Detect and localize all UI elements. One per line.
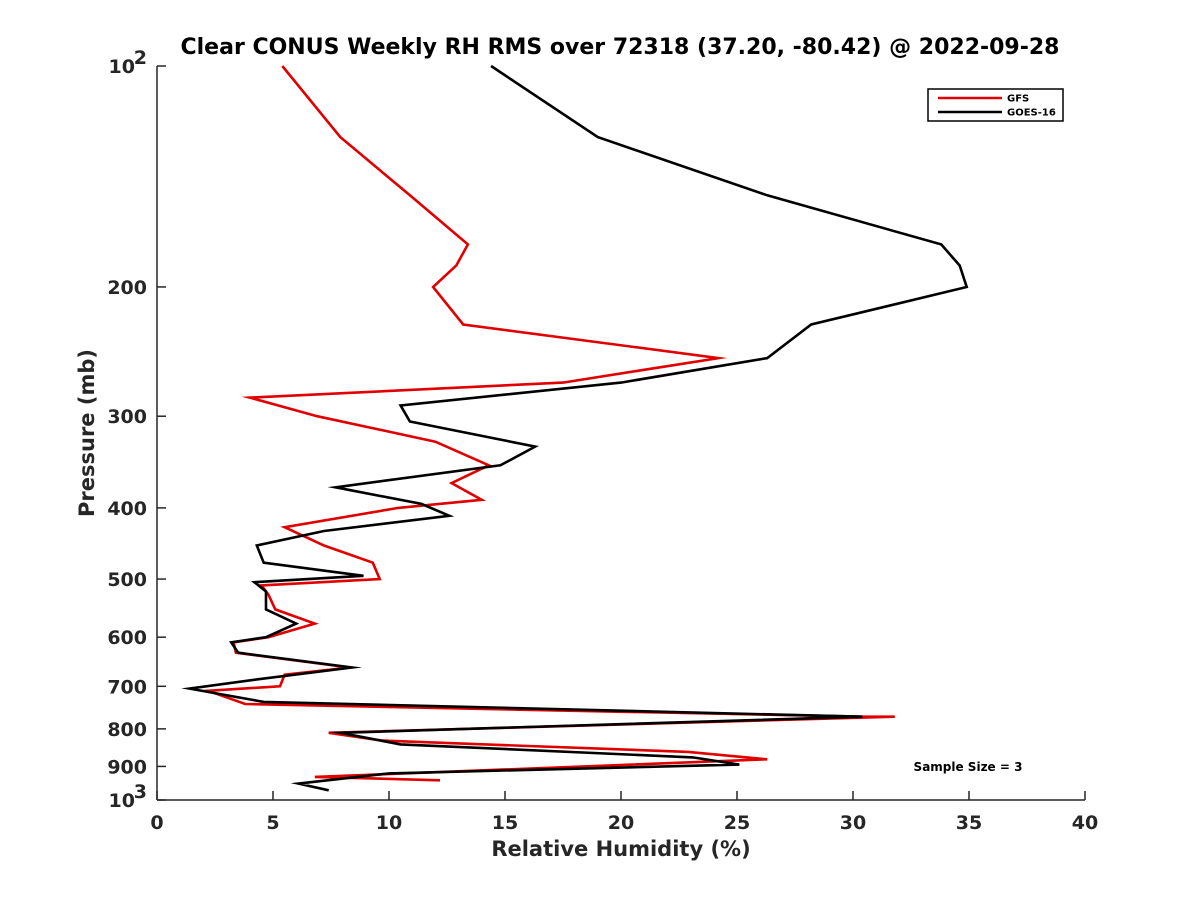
x-tick-label: 40 <box>1072 812 1098 834</box>
y-tick-label: 700 <box>107 676 147 698</box>
axes: 0 5 10 15 20 25 30 35 40102200300400500600700800… <box>107 47 1098 834</box>
legend-label: GOES-16 <box>1007 108 1056 119</box>
legend: GFS GOES-16 <box>927 88 1064 122</box>
y-tick-label: 800 <box>107 719 147 741</box>
y-tick-label: 600 <box>107 627 147 649</box>
y-tick-label: 10 <box>109 56 135 78</box>
y-tick-label: 400 <box>107 498 147 520</box>
series-line-gfs <box>201 65 895 782</box>
y-axis-label: Pressure (mb) <box>75 349 99 517</box>
legend-box <box>927 88 1064 122</box>
x-tick-label: 0 <box>150 812 163 834</box>
x-axis-label: Relative Humidity (%) <box>491 837 750 861</box>
y-tick-label: 200 <box>107 277 147 299</box>
y-tick-exponent: 3 <box>134 781 147 803</box>
legend-label: GFS <box>1007 94 1029 105</box>
x-tick-label: 20 <box>608 812 634 834</box>
x-tick-label: 25 <box>724 812 750 834</box>
chart-title: Clear CONUS Weekly RH RMS over 72318 (37… <box>181 35 1060 60</box>
sample-size-annotation: Sample Size = 3 <box>914 760 1023 774</box>
y-tick-label: 900 <box>107 756 147 778</box>
y-tick-label: 10 <box>109 790 135 812</box>
series-layer <box>181 64 969 792</box>
x-tick-label: 30 <box>840 812 866 834</box>
x-tick-label: 10 <box>376 812 402 834</box>
x-tick-label: 15 <box>492 812 518 834</box>
x-tick-label: 5 <box>266 812 279 834</box>
y-tick-label: 500 <box>107 569 147 591</box>
x-tick-label: 35 <box>956 812 982 834</box>
y-tick-exponent: 2 <box>134 47 147 69</box>
series-line-goes-16 <box>181 64 969 792</box>
y-tick-label: 300 <box>107 406 147 428</box>
